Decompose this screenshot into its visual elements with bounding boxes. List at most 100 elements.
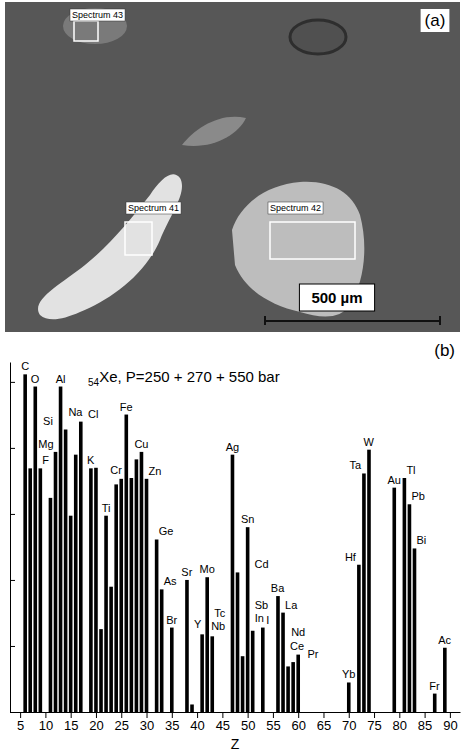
- element-label: Au: [388, 474, 401, 486]
- particle: [63, 8, 127, 44]
- bar: [200, 634, 204, 712]
- x-tick-mark: [172, 712, 173, 718]
- element-label: Zn: [149, 465, 162, 477]
- chart-title: 54Xe, P=250 + 270 + 550 bar: [88, 368, 280, 388]
- bar: [39, 468, 43, 712]
- panel-letter-box: [421, 9, 450, 32]
- bar: [140, 452, 144, 712]
- y-tick: [10, 514, 15, 515]
- x-tick: 65: [317, 712, 331, 733]
- y-tick-mark: [10, 382, 15, 383]
- bar: [28, 468, 32, 712]
- x-tick-label: 55: [266, 718, 280, 733]
- element-label: O: [31, 373, 40, 385]
- bar: [155, 539, 159, 712]
- bar: [296, 655, 300, 712]
- bar: [94, 468, 98, 712]
- element-label: Bi: [416, 534, 426, 546]
- x-tick: 85: [418, 712, 432, 733]
- panel-letter: (b): [434, 341, 455, 360]
- element-label: Ac: [438, 634, 451, 646]
- x-tick-mark: [147, 712, 148, 718]
- bar: [286, 666, 290, 712]
- bar: [170, 628, 174, 712]
- element-label: Sn: [241, 513, 254, 525]
- particle: [290, 20, 346, 54]
- element-label: Yb: [342, 668, 355, 680]
- bar: [79, 422, 83, 712]
- x-tick-label: 90: [443, 718, 457, 733]
- element-label: Fe: [120, 401, 133, 413]
- spectrum-label-box: [70, 9, 125, 21]
- element-label: Mg: [38, 438, 53, 450]
- particle: [232, 182, 364, 317]
- element-label: Y: [194, 618, 202, 630]
- element-label: C: [21, 360, 29, 372]
- bar: [246, 527, 250, 712]
- element-label: Nb: [211, 620, 225, 632]
- bar: [160, 589, 164, 712]
- x-tick-mark: [121, 712, 122, 718]
- scale-bar-box: [299, 284, 374, 311]
- spectrum-label: Spectrum 42: [270, 203, 321, 213]
- y-tick: [10, 712, 15, 713]
- x-tick-label: 50: [241, 718, 255, 733]
- x-tick-mark: [298, 712, 299, 718]
- x-tick-mark: [323, 712, 324, 718]
- y-tick: [10, 580, 15, 581]
- element-label: Cu: [134, 438, 148, 450]
- x-tick: 75: [367, 712, 381, 733]
- x-tick: 5: [17, 712, 24, 733]
- element-label: I: [266, 614, 269, 626]
- bar: [33, 387, 37, 712]
- element-label: Fr: [429, 680, 440, 692]
- x-tick-label: 65: [317, 718, 331, 733]
- element-label: Tl: [406, 464, 415, 476]
- y-tick: [10, 382, 15, 383]
- bar: [74, 455, 78, 712]
- panel-letter: (a): [425, 11, 446, 30]
- bar: [114, 484, 118, 712]
- spectrum-label-box: [268, 202, 323, 214]
- x-tick-label: 5: [17, 718, 24, 733]
- bar: [433, 694, 437, 712]
- element-label: Ge: [159, 525, 174, 537]
- bar: [124, 415, 128, 712]
- element-label: Pr: [307, 648, 318, 660]
- x-tick: 30: [140, 712, 154, 733]
- element-label: Tc: [214, 607, 226, 619]
- panel-b: (b)51015202530354045505560657075808590Z5…: [10, 341, 461, 752]
- chart-title-text: Xe, P=250 + 270 + 550 bar: [99, 368, 280, 385]
- particle: [182, 117, 246, 146]
- y-tick-mark: [10, 448, 15, 449]
- scale-bar-label: 500 µm: [311, 289, 362, 306]
- x-tick-mark: [349, 712, 350, 718]
- element-labels: COFNaMgAlSiClKTiCrFeCuZnGeAsBrSrYNbMoTcA…: [21, 360, 451, 691]
- x-tick: 70: [342, 712, 356, 733]
- bar: [109, 587, 113, 712]
- x-tick-label: 85: [418, 718, 432, 733]
- bar: [408, 504, 412, 712]
- x-tick-label: 60: [291, 718, 305, 733]
- x-tick-label: 35: [165, 718, 179, 733]
- bars: [23, 374, 446, 712]
- x-tick-mark: [71, 712, 72, 718]
- x-tick: 25: [115, 712, 129, 733]
- x-axis-title: Z: [231, 736, 240, 752]
- scale-bar: [265, 316, 440, 325]
- y-tick-mark: [10, 712, 15, 713]
- bar: [413, 548, 417, 712]
- x-tick: 80: [393, 712, 407, 733]
- bar: [185, 580, 189, 712]
- x-tick-label: 40: [190, 718, 204, 733]
- x-tick-mark: [399, 712, 400, 718]
- bar: [261, 628, 265, 712]
- chart-title-prefix: 54: [88, 377, 100, 388]
- bar: [23, 374, 27, 712]
- x-tick-label: 20: [89, 718, 103, 733]
- x-tick-mark: [45, 712, 46, 718]
- micrograph-background: [5, 2, 460, 332]
- bar: [49, 498, 53, 712]
- bar: [64, 429, 68, 712]
- bar: [210, 636, 214, 712]
